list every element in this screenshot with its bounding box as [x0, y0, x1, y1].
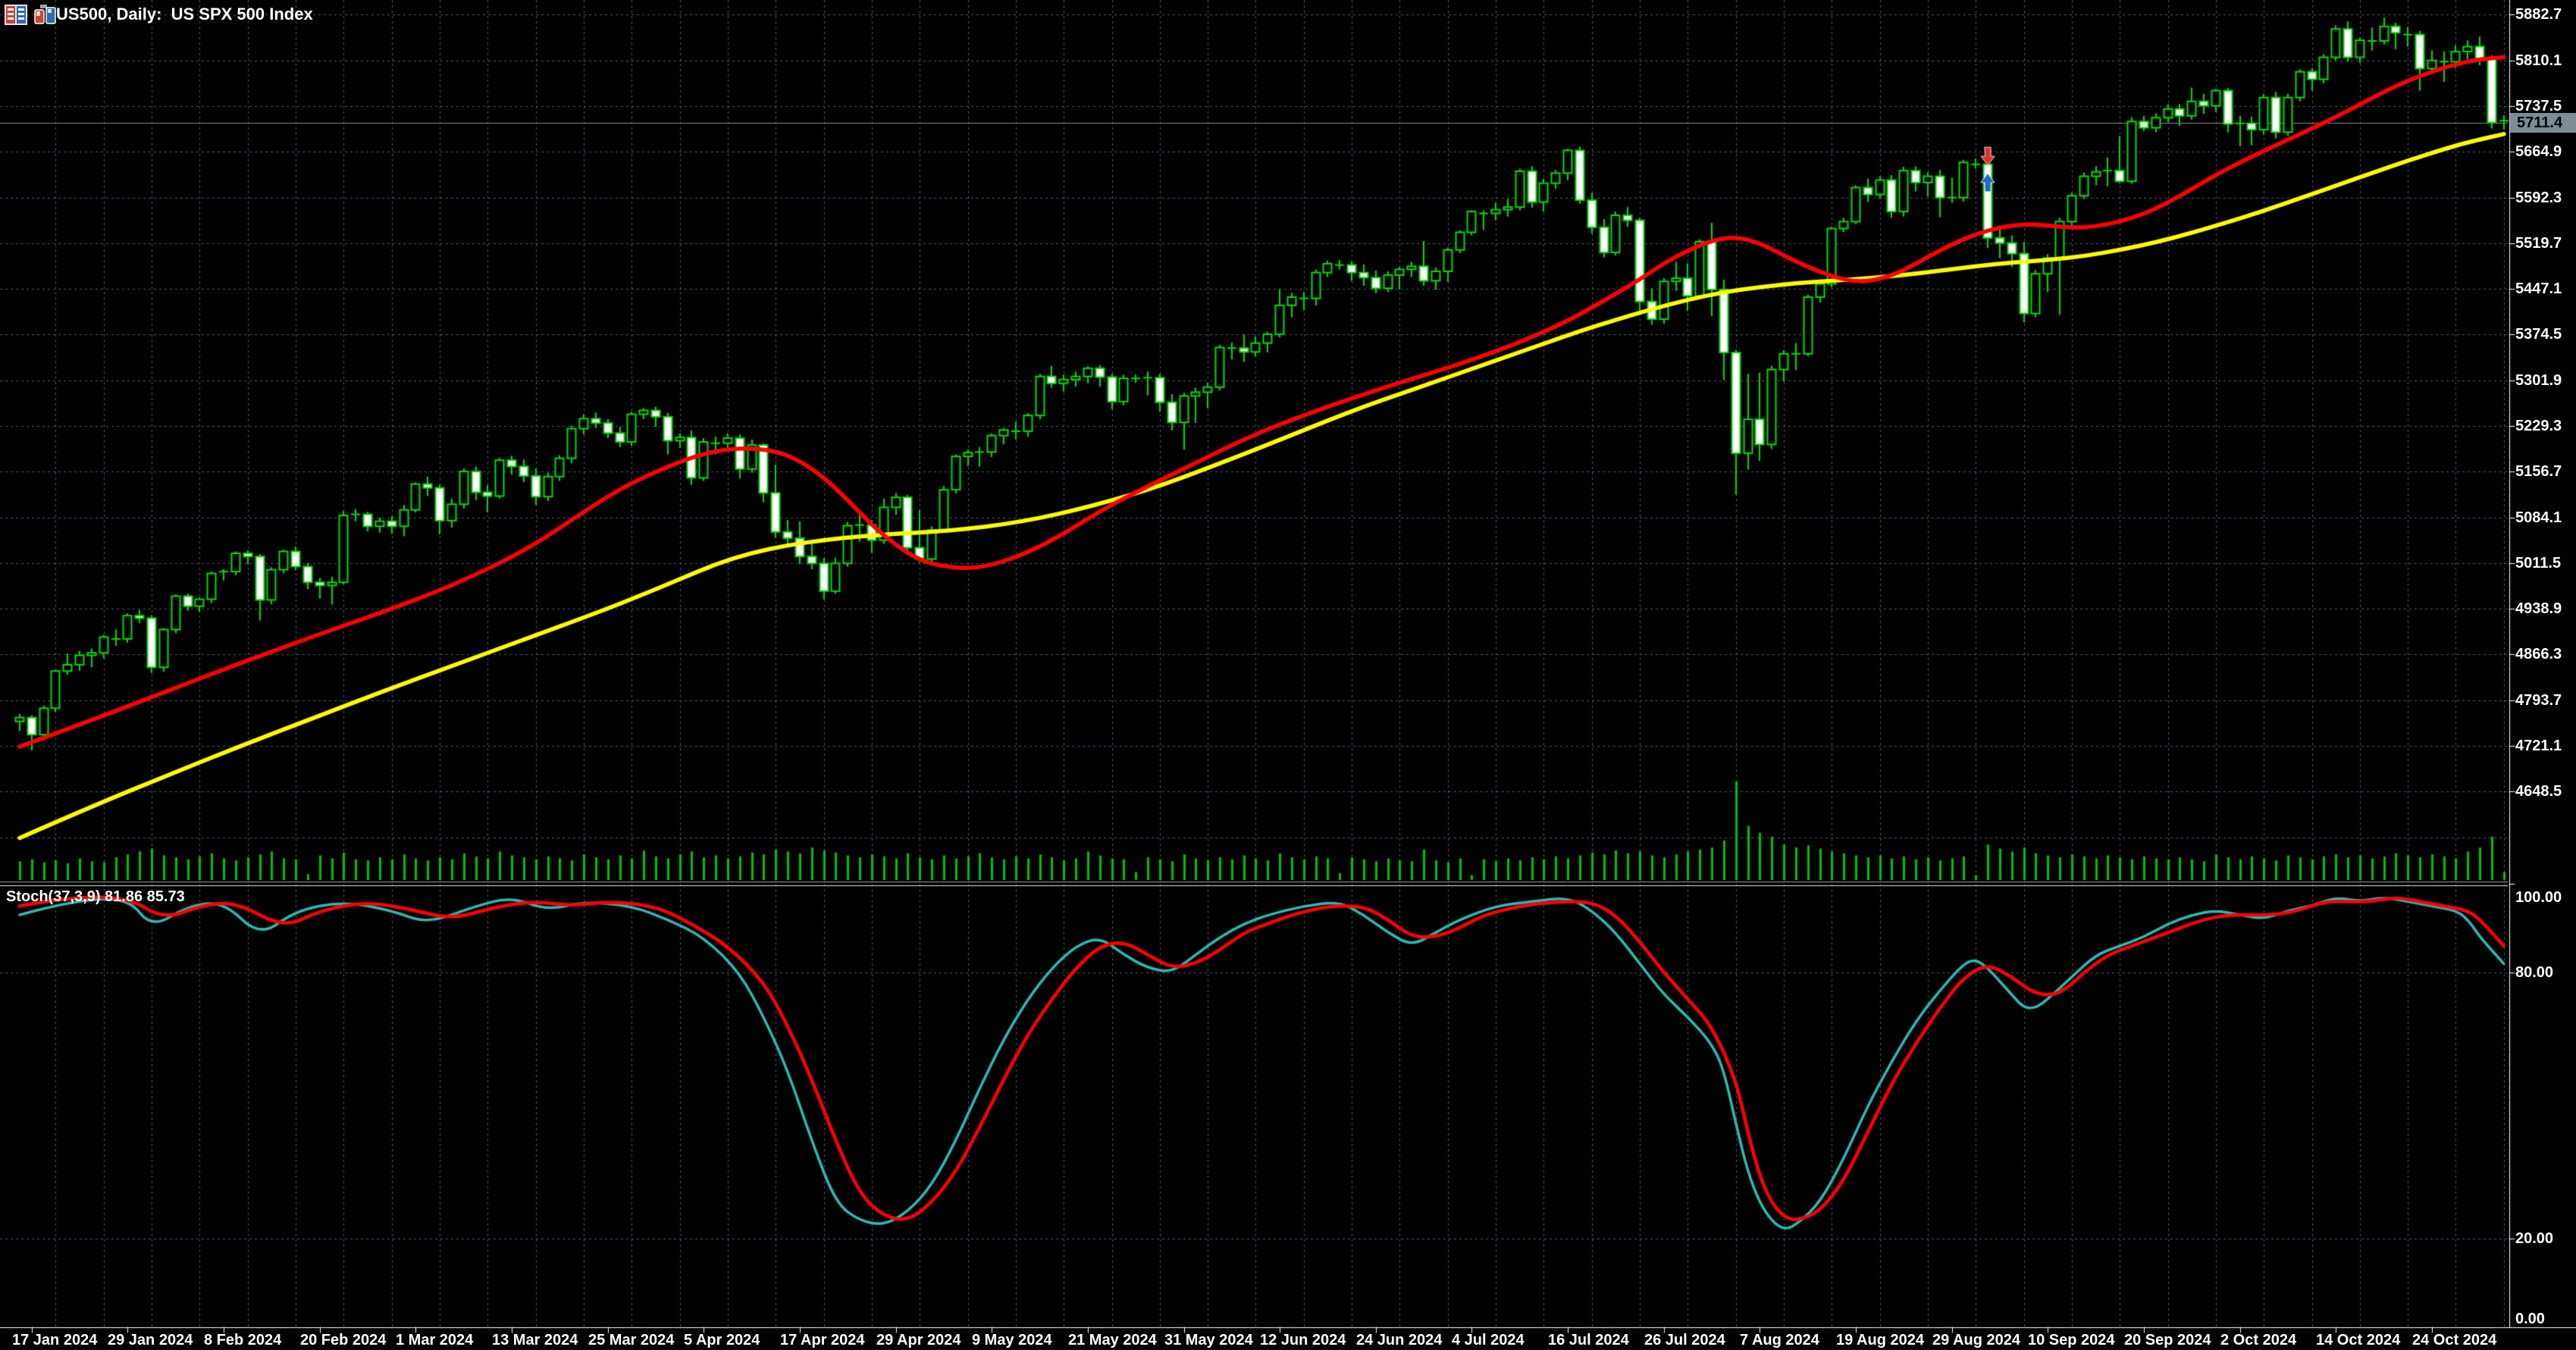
- chart-canvas[interactable]: [0, 0, 2576, 1348]
